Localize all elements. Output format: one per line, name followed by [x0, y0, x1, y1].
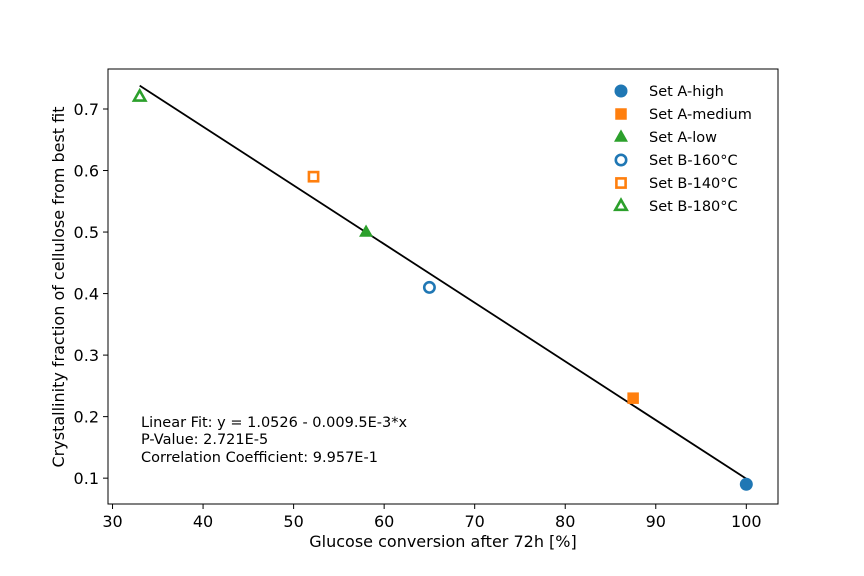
y-tick-label: 0.6 — [74, 162, 99, 181]
data-point — [131, 87, 148, 102]
annotation-linear-fit: Linear Fit: y = 1.0526 - 0.009.5E-3*x — [141, 415, 408, 431]
y-tick-label: 0.1 — [74, 469, 99, 488]
legend-entry: Set A-high — [614, 84, 724, 100]
x-tick-label: 60 — [374, 512, 394, 531]
legend-label: Set A-medium — [649, 107, 752, 123]
legend-entry: Set B-180°C — [613, 197, 738, 215]
data-point — [739, 477, 753, 491]
y-tick-label: 0.7 — [74, 100, 99, 119]
legend-marker — [615, 177, 627, 189]
y-tick-label: 0.5 — [74, 223, 99, 242]
legend-entry: Set B-160°C — [614, 153, 738, 169]
plot-area — [107, 68, 779, 505]
data-point — [422, 280, 436, 294]
legend: Set A-high Set A-medium Set A-low Set B-160… — [613, 84, 752, 215]
x-tick-label: 30 — [102, 512, 122, 531]
annotation-p-value: P-Value: 2.721E-5 — [141, 432, 268, 448]
x-axis-ticks: 30 40 50 60 70 80 90 100 — [102, 504, 762, 531]
legend-label: Set A-high — [649, 84, 724, 100]
legend-marker — [615, 108, 627, 120]
legend-label: Set B-160°C — [649, 153, 738, 169]
legend-entry: Set A-low — [614, 129, 717, 146]
legend-marker — [614, 84, 628, 98]
legend-marker — [613, 197, 629, 212]
fit-line — [139, 84, 747, 480]
legend-entry: Set A-medium — [615, 107, 752, 123]
data-point — [627, 392, 639, 404]
fit-annotation: Linear Fit: y = 1.0526 - 0.009.5E-3*x P-… — [141, 415, 408, 466]
y-axis-ticks: 0.1 0.2 0.3 0.4 0.5 0.6 0.7 — [74, 100, 108, 488]
data-point — [307, 170, 320, 183]
data-points-layer — [131, 87, 753, 491]
x-tick-label: 50 — [283, 512, 303, 531]
legend-marker — [614, 153, 628, 167]
annotation-correlation: Correlation Coefficient: 9.957E-1 — [141, 450, 378, 466]
x-tick-label: 100 — [731, 512, 762, 531]
legend-label: Set B-180°C — [649, 199, 738, 215]
x-axis-label: Glucose conversion after 72h [%] — [309, 532, 576, 551]
y-axis-label: Crystallinity fraction of cellulose from… — [49, 107, 68, 468]
x-tick-label: 80 — [555, 512, 575, 531]
y-tick-label: 0.2 — [74, 408, 99, 427]
data-point — [359, 224, 374, 237]
legend-label: Set B-140°C — [649, 176, 738, 192]
y-tick-label: 0.4 — [74, 285, 99, 304]
x-tick-label: 90 — [646, 512, 666, 531]
legend-label: Set A-low — [649, 130, 717, 146]
legend-marker — [614, 129, 628, 142]
fit-line-layer — [139, 84, 747, 480]
x-tick-label: 70 — [465, 512, 485, 531]
legend-entry: Set B-140°C — [615, 176, 738, 192]
y-tick-label: 0.3 — [74, 346, 99, 365]
x-tick-label: 40 — [193, 512, 213, 531]
